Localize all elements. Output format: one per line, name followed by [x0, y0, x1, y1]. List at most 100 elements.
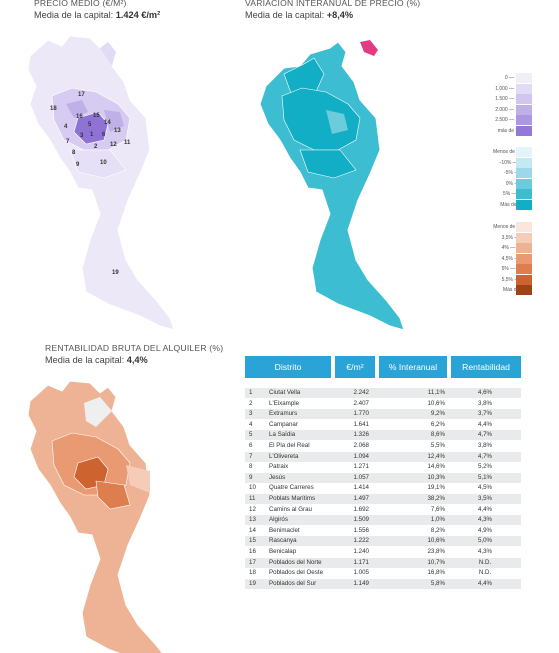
table-cell-rent: N.D. [478, 558, 492, 566]
table-cell-price: 1.770 [353, 410, 369, 418]
table-cell-n: 7 [249, 452, 253, 460]
legend-row: Menos de -10% [450, 147, 532, 157]
table-cell-ia: 10,3% [427, 473, 445, 481]
legend-swatch [516, 199, 532, 210]
table-row: 10 Quatre Carreres 1.414 19,1% 4,5% [245, 483, 521, 493]
table-cell-price: 1.094 [353, 452, 369, 460]
legend-label: Más de 10% [500, 201, 528, 208]
table-row: 18 Poblados del Oeste 1.005 16,8% N.D. [245, 568, 521, 578]
table-cell-rent: 5,1% [477, 473, 493, 481]
table-cell-ia: 10,6% [427, 399, 445, 407]
district-label: 4 [64, 124, 68, 130]
legend-swatch [516, 253, 532, 264]
district-shape [299, 149, 357, 179]
table-row: 6 El Pla del Real 2.068 5,5% 3,8% [245, 441, 521, 451]
district-label: 9 [76, 162, 80, 168]
table-cell-n: 17 [249, 558, 256, 566]
table-cell-ia: 5,8% [430, 579, 445, 587]
district-shape [73, 111, 109, 145]
table-cell-n: 16 [249, 548, 256, 555]
legend-swatch [516, 104, 532, 115]
table-cell-n: 18 [249, 569, 256, 577]
legend-swatch [516, 264, 532, 274]
legend-swatch [516, 115, 532, 125]
table-cell-ia: 10,7% [427, 558, 445, 566]
rent-map-subtitle: Media de la capital: 4,4% [45, 355, 148, 365]
district-label: 16 [76, 114, 83, 120]
table-cell-ia: 9,2% [430, 410, 445, 418]
header-distrito: Distrito [245, 356, 331, 378]
table-cell-n: 12 [249, 505, 256, 513]
legend-swatch [516, 285, 532, 295]
district-label: 8 [72, 150, 76, 156]
table-cell-price: 1.641 [353, 420, 369, 428]
table-row: 14 Benimaclet 1.556 8,2% 4,9% [245, 526, 521, 536]
legend-label: 3,5% — 4% [501, 234, 528, 241]
legend-row: 4,5% — 5% [450, 253, 532, 264]
legend-row: Menos de 3,5% [450, 222, 532, 232]
price-map-title: PRECIO MEDIO (€/m²) [34, 0, 127, 8]
legend-label: -10% — -5% [499, 159, 528, 166]
table-cell-name: Algirós [269, 516, 288, 524]
legend-label: Más de 6% [502, 287, 528, 293]
district-label: 12 [110, 142, 117, 148]
variation-map-subtitle: Media de la capital: +8,4% [245, 10, 353, 20]
legend-label: 1.500 — 2.000 [495, 96, 528, 102]
table-cell-ia: 38,2% [427, 495, 445, 502]
table-cell-rent: 4,7% [477, 431, 493, 439]
table-cell-ia: 19,1% [427, 484, 445, 492]
legend-label: 4,5% — 5% [501, 255, 528, 262]
table-cell-name: Campanar [269, 420, 298, 428]
district-label: 1 [90, 132, 94, 138]
table-row: 9 Jesús 1.057 10,3% 5,1% [245, 472, 521, 483]
legend-swatch [516, 232, 532, 243]
table-cell-n: 14 [249, 526, 256, 534]
header-precio: €/m² [335, 356, 375, 378]
legend-label: Menos de 3,5% [493, 224, 528, 230]
legend-row: 2.500 — 3.000 [450, 115, 532, 125]
table-cell-price: 2.407 [353, 399, 369, 407]
legend-swatch [516, 178, 532, 189]
legend-label: 2.000 — 2.500 [495, 106, 528, 113]
table-row: 8 Patraix 1.271 14,6% 5,2% [245, 462, 521, 472]
price-map-labels: 17 18 16 15 4 5 14 3 1 6 13 7 2 12 11 8 … [50, 92, 131, 276]
table-cell-ia: 5,5% [430, 442, 445, 449]
table-cell-ia: 11,1% [427, 389, 445, 396]
legend-swatch [516, 73, 532, 83]
table-row: 4 Campanar 1.641 6,2% 4,4% [245, 420, 521, 430]
header-rentabilidad: Rentabilidad [451, 356, 521, 378]
table-cell-name: Poblats Marítims [269, 495, 316, 502]
table-cell-name: Poblados del Sur [269, 579, 317, 587]
table-cell-price: 2.242 [353, 389, 369, 396]
table-cell-price: 1.326 [353, 431, 369, 439]
table-cell-name: Camins al Grau [269, 505, 312, 513]
legend-row: 0% — 5% [450, 178, 532, 189]
table-cell-rent: 4,5% [477, 484, 493, 492]
table-cell-name: La Saïdia [269, 431, 296, 439]
rent-map-title: RENTABILIDAD BRUTA DEL ALQUILER (%) [45, 343, 224, 353]
legend-label: 2.500 — 3.000 [495, 117, 528, 123]
legend-row: 0 — 1.000 [450, 73, 532, 83]
table-cell-ia: 7,6% [430, 505, 445, 513]
legend-swatch [516, 125, 532, 136]
table-row: 13 Algirós 1.509 1,0% 4,3% [245, 515, 521, 526]
table-cell-ia: 10,6% [427, 537, 445, 545]
table-cell-n: 4 [249, 420, 253, 428]
legend-label: 4% — 4,5% [501, 245, 528, 251]
table-row: 16 Benicalap 1.240 23,8% 4,3% [245, 547, 521, 557]
variation-map-title: VARIACIÓN INTERANUAL DE PRECIO (%) [245, 0, 421, 8]
table-cell-name: Jesús [269, 473, 286, 481]
district-label: 6 [102, 132, 106, 138]
table-cell-ia: 16,8% [427, 569, 445, 577]
subtitle-prefix: Media de la capital: [45, 355, 127, 365]
table-cell-price: 1.414 [353, 484, 369, 492]
table-cell-n: 11 [249, 495, 256, 502]
table-row: 7 L'Olivereta 1.094 12,4% 4,7% [245, 451, 521, 462]
legend-row: Más de 10% [450, 199, 532, 210]
table-row: 15 Rascanya 1.222 10,6% 5,0% [245, 536, 521, 547]
table-cell-rent: 3,8% [477, 399, 493, 407]
table-cell-name: Poblados del Oeste [269, 569, 324, 577]
table-row: 2 L'Eixample 2.407 10,6% 3,8% [245, 399, 521, 409]
district-shape [84, 397, 112, 427]
